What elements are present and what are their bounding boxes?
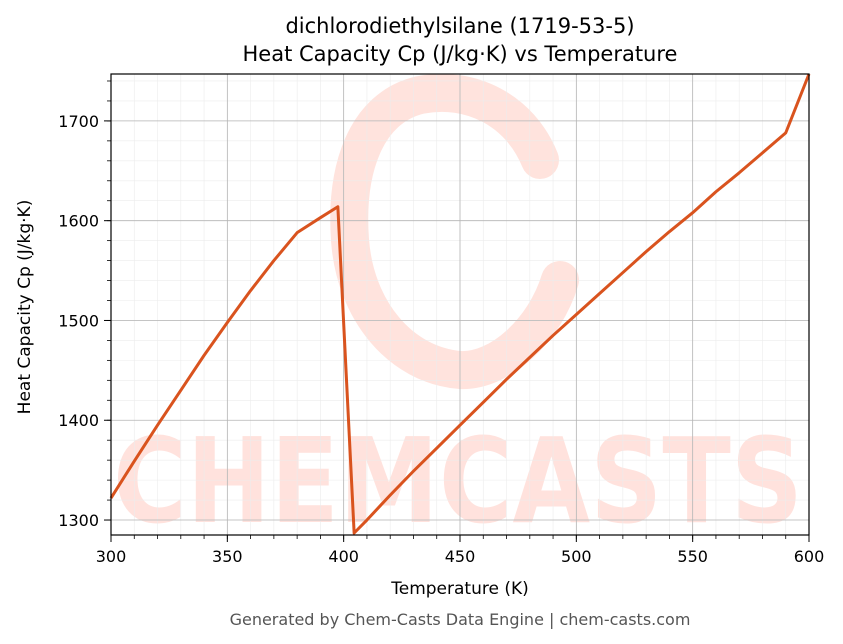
y-axis-label: Heat Capacity Cp (J/kg·K) (15, 200, 35, 415)
axis-ticks (104, 80, 810, 542)
chart-title: dichlorodiethylsilane (1719-53-5) (285, 14, 634, 38)
chart-subtitle: Heat Capacity Cp (J/kg·K) vs Temperature (243, 42, 678, 66)
y-tick-label: 1500 (58, 311, 99, 330)
x-tick-label: 450 (445, 547, 476, 566)
watermark-text: CHEMCASTS (113, 412, 803, 550)
x-tick-label: 500 (561, 547, 592, 566)
y-tick-label: 1400 (58, 411, 99, 430)
heat-capacity-series-line (109, 73, 811, 535)
x-axis-label: Temperature (K) (390, 579, 529, 599)
watermark-swirl (330, 73, 579, 389)
x-tick-labels: 300 350 400 450 500 550 600 (96, 547, 825, 566)
x-tick-label: 300 (96, 547, 127, 566)
y-tick-label: 1300 (58, 511, 99, 530)
chemcasts-watermark: CHEMCASTS (113, 73, 803, 550)
x-tick-label: 350 (212, 547, 243, 566)
x-tick-label: 400 (328, 547, 359, 566)
y-tick-label: 1600 (58, 212, 99, 231)
x-tick-label: 550 (677, 547, 708, 566)
footer-credit: Generated by Chem-Casts Data Engine | ch… (230, 610, 691, 629)
y-tick-label: 1700 (58, 112, 99, 131)
x-tick-label: 600 (794, 547, 825, 566)
y-tick-labels: 1300 1400 1500 1600 1700 (58, 112, 99, 530)
